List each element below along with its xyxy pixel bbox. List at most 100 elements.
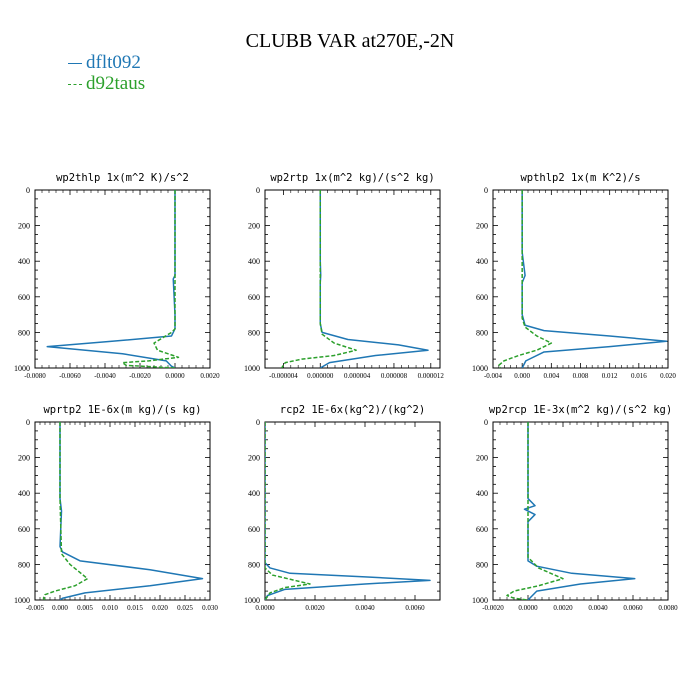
- y-tick-label: 600: [18, 525, 30, 534]
- y-tick-label: 400: [18, 257, 30, 266]
- x-tick-label: 0.0060: [405, 604, 425, 612]
- x-tick-label: 0.000000: [307, 372, 334, 380]
- y-tick-label: 400: [18, 489, 30, 498]
- x-tick-label: 0.0000: [255, 604, 275, 612]
- x-tick-label: -0.0080: [24, 372, 46, 380]
- panel-title: wpthlp2 1x(m K^2)/s: [520, 172, 640, 184]
- x-tick-label: 0.020: [152, 604, 168, 612]
- x-tick-label: -0.0060: [59, 372, 81, 380]
- legend-entry-d92taus: d92taus: [68, 73, 145, 94]
- x-tick-label: 0.0040: [355, 604, 375, 612]
- figure-title: CLUBB VAR at270E,-2N: [245, 30, 455, 52]
- x-tick-label: 0.008: [573, 372, 589, 380]
- panel-3: wpthlp2 1x(m K^2)/s 0 200 400 600 800 1000-0.0…: [472, 172, 676, 380]
- y-tick-label: 200: [18, 454, 30, 463]
- series-line-dflt092: [59, 422, 204, 600]
- series-line-dflt092: [319, 190, 429, 368]
- x-tick-label: 0.0060: [623, 604, 643, 612]
- series-line-dflt092: [521, 190, 668, 368]
- y-tick-label: 200: [248, 222, 260, 231]
- series-line-dflt092: [523, 422, 636, 600]
- series-line-d92taus: [42, 422, 89, 600]
- x-tick-label: 0.0080: [658, 604, 678, 612]
- y-tick-label: 1000: [244, 364, 260, 373]
- legend-entry-dflt092: dflt092: [68, 52, 145, 73]
- panel-title: wprtp2 1E-6x(m kg)/(s kg): [43, 404, 201, 416]
- y-tick-label: 400: [248, 489, 260, 498]
- y-tick-label: 200: [476, 222, 488, 231]
- legend: dflt092 d92taus: [68, 52, 145, 94]
- x-tick-label: -0.0040: [94, 372, 116, 380]
- y-tick-label: 400: [476, 257, 488, 266]
- panel-5: rcp2 1E-6x(kg^2)/(kg^2) 0 200 400 600 800 1000…: [244, 404, 441, 612]
- y-tick-label: 200: [18, 222, 30, 231]
- x-tick-label: -0.0020: [482, 604, 504, 612]
- x-tick-label: 0.015: [127, 604, 143, 612]
- y-tick-label: 1000: [244, 596, 260, 605]
- series-line-d92taus: [121, 190, 180, 368]
- series-line-d92taus: [280, 190, 357, 368]
- y-tick-label: 1000: [14, 596, 30, 605]
- y-tick-label: 600: [248, 525, 260, 534]
- x-tick-label: -0.0020: [129, 372, 151, 380]
- y-tick-label: 400: [476, 489, 488, 498]
- x-tick-label: 0.010: [102, 604, 118, 612]
- legend-label-dflt092: dflt092: [86, 52, 141, 73]
- panel-1: wp2thlp 1x(m^2 K)/s^202004006008001000-0…: [14, 172, 220, 380]
- panel-title: rcp2 1E-6x(kg^2)/(kg^2): [280, 404, 425, 416]
- legend-swatch-d92taus: [68, 84, 82, 86]
- panel-title: wp2rcp 1E-3x(m^2 kg)/(s^2 kg): [489, 404, 672, 416]
- panel-title: wp2thlp 1x(m^2 K)/s^2: [56, 172, 189, 184]
- x-tick-label: 0.0000: [518, 604, 538, 612]
- x-tick-label: 0.000004: [344, 372, 371, 380]
- x-tick-label: 0.000008: [381, 372, 408, 380]
- x-tick-label: 0.0040: [588, 604, 608, 612]
- y-tick-label: 0: [256, 186, 260, 195]
- y-tick-label: 600: [476, 525, 488, 534]
- y-tick-label: 200: [248, 454, 260, 463]
- y-tick-label: 800: [476, 328, 488, 337]
- x-tick-label: 0.000: [52, 604, 68, 612]
- x-tick-label: 0.0020: [553, 604, 573, 612]
- x-tick-label: 0.0020: [200, 372, 220, 380]
- x-tick-label: 0.012: [602, 372, 618, 380]
- y-tick-label: 1000: [472, 364, 488, 373]
- y-tick-label: 1000: [14, 364, 30, 373]
- panel-6: wp2rcp 1E-3x(m^2 kg)/(s^2 kg)0 200 400 600 8…: [472, 404, 678, 612]
- series-line-dflt092: [46, 190, 176, 368]
- legend-label-d92taus: d92taus: [86, 73, 146, 94]
- plot-frame: [34, 189, 211, 369]
- panel-4: wprtp2 1E-6x(m kg)/(s kg) 0 200 400 600 800 10…: [14, 404, 218, 612]
- x-tick-label: 0.000012: [418, 372, 445, 380]
- y-tick-label: 600: [476, 293, 488, 302]
- x-tick-label: -0.004: [484, 372, 503, 380]
- panel-2: wp2rtp 1x(m^2 kg)/(s^2 kg) 0 200 400 600 800 1…: [244, 172, 444, 380]
- x-tick-label: 0.0000: [165, 372, 185, 380]
- x-tick-label: 0.0020: [305, 604, 325, 612]
- x-tick-label: 0.016: [631, 372, 647, 380]
- x-tick-label: 0.005: [77, 604, 93, 612]
- series-line-d92taus: [265, 422, 311, 600]
- x-tick-label: 0.025: [177, 604, 193, 612]
- x-tick-label: 0.020: [660, 372, 676, 380]
- y-tick-label: 600: [18, 293, 30, 302]
- panel-title: wp2rtp 1x(m^2 kg)/(s^2 kg): [270, 172, 434, 184]
- y-tick-label: 600: [248, 293, 260, 302]
- legend-swatch-dflt092: [68, 63, 82, 65]
- series-line-dflt092: [265, 422, 431, 600]
- y-tick-label: 800: [18, 328, 30, 337]
- x-tick-label: 0.004: [543, 372, 559, 380]
- plot-frame: [264, 189, 441, 369]
- x-tick-label: 0.030: [202, 604, 218, 612]
- plot-frame: [492, 189, 669, 369]
- y-tick-label: 800: [248, 560, 260, 569]
- y-tick-label: 0: [484, 418, 488, 427]
- y-tick-label: 0: [256, 418, 260, 427]
- series-line-d92taus: [498, 190, 553, 368]
- y-tick-label: 1000: [472, 596, 488, 605]
- y-tick-label: 0: [26, 418, 30, 427]
- y-tick-label: 800: [248, 328, 260, 337]
- x-tick-label: -0.000004: [269, 372, 298, 380]
- y-tick-label: 400: [248, 257, 260, 266]
